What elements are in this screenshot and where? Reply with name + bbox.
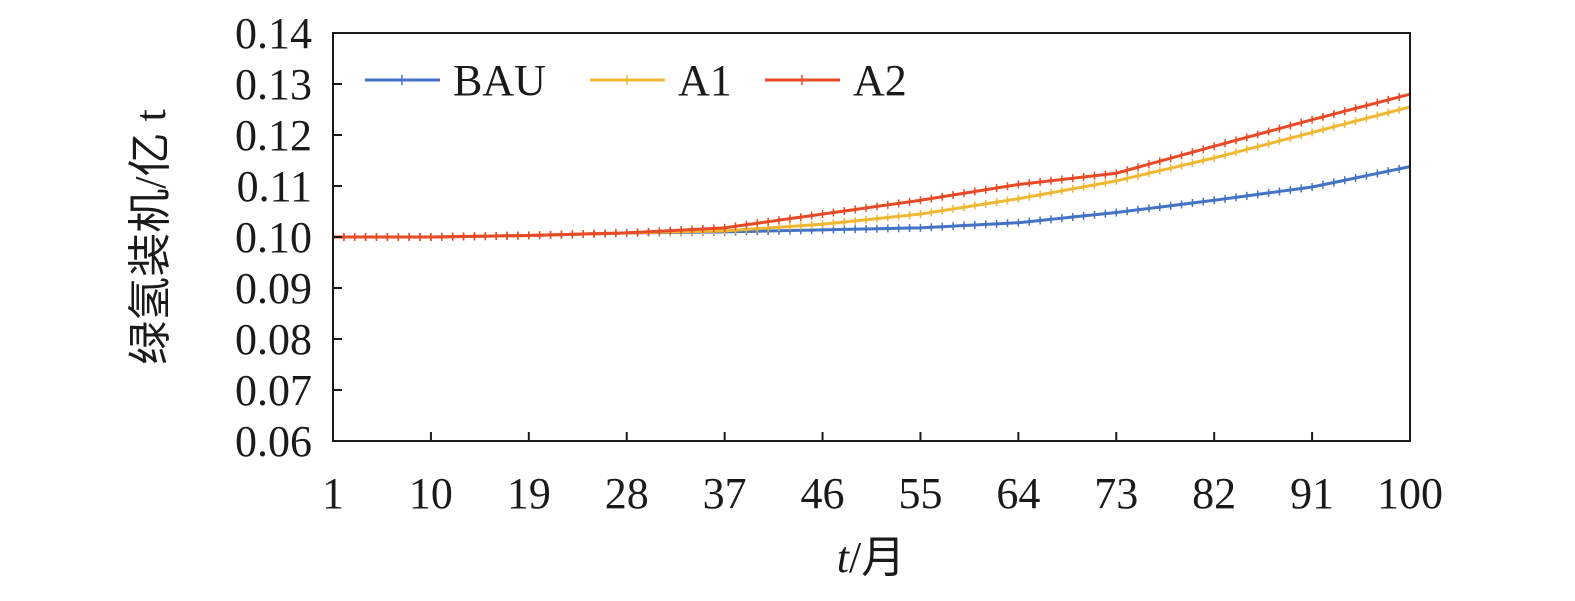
- x-tick-label: 64: [996, 469, 1040, 518]
- series-a1: [332, 102, 1411, 241]
- x-axis-title-unit: /月: [849, 533, 905, 582]
- y-tick-label: 0.06: [235, 417, 312, 466]
- x-tick-label: 28: [605, 469, 649, 518]
- x-tick-label: 91: [1290, 469, 1334, 518]
- legend-label: A2: [853, 56, 907, 105]
- x-tick-label: 37: [703, 469, 747, 518]
- x-tick-label: 1: [322, 469, 344, 518]
- legend-label: BAU: [453, 56, 546, 105]
- legend-label: A1: [678, 56, 732, 105]
- y-tick-label: 0.11: [237, 162, 312, 211]
- y-tick-label: 0.07: [235, 366, 312, 415]
- y-tick-label: 0.14: [235, 9, 312, 58]
- x-axis-ticks: 1 10 19 28 37 46 55 64 73 82 91 100: [322, 432, 1443, 518]
- series-a2: [332, 90, 1411, 241]
- y-tick-label: 0.10: [235, 213, 312, 262]
- x-tick-label: 46: [801, 469, 845, 518]
- y-tick-label: 0.12: [235, 111, 312, 160]
- x-tick-label: 73: [1094, 469, 1138, 518]
- x-tick-label: 10: [409, 469, 453, 518]
- series-line: [333, 165, 1411, 239]
- series-line: [333, 92, 1411, 239]
- x-tick-label: 55: [898, 469, 942, 518]
- series-bau: [332, 162, 1411, 241]
- x-tick-label: 100: [1377, 469, 1443, 518]
- legend: BAU A1 A2: [365, 56, 907, 105]
- series-lines: [332, 90, 1411, 241]
- y-tick-label: 0.09: [235, 264, 312, 313]
- y-tick-label: 0.08: [235, 315, 312, 364]
- x-axis-title-variable: t: [837, 533, 851, 582]
- y-axis-ticks: 0.060.070.080.090.100.110.120.130.14: [235, 9, 342, 466]
- series-line: [333, 105, 1411, 239]
- y-axis-title: 绿氢装机/亿 t: [126, 109, 175, 364]
- x-tick-label: 19: [507, 469, 551, 518]
- x-tick-label: 82: [1192, 469, 1236, 518]
- y-tick-label: 0.13: [235, 60, 312, 109]
- x-axis-title: t/月: [837, 533, 905, 582]
